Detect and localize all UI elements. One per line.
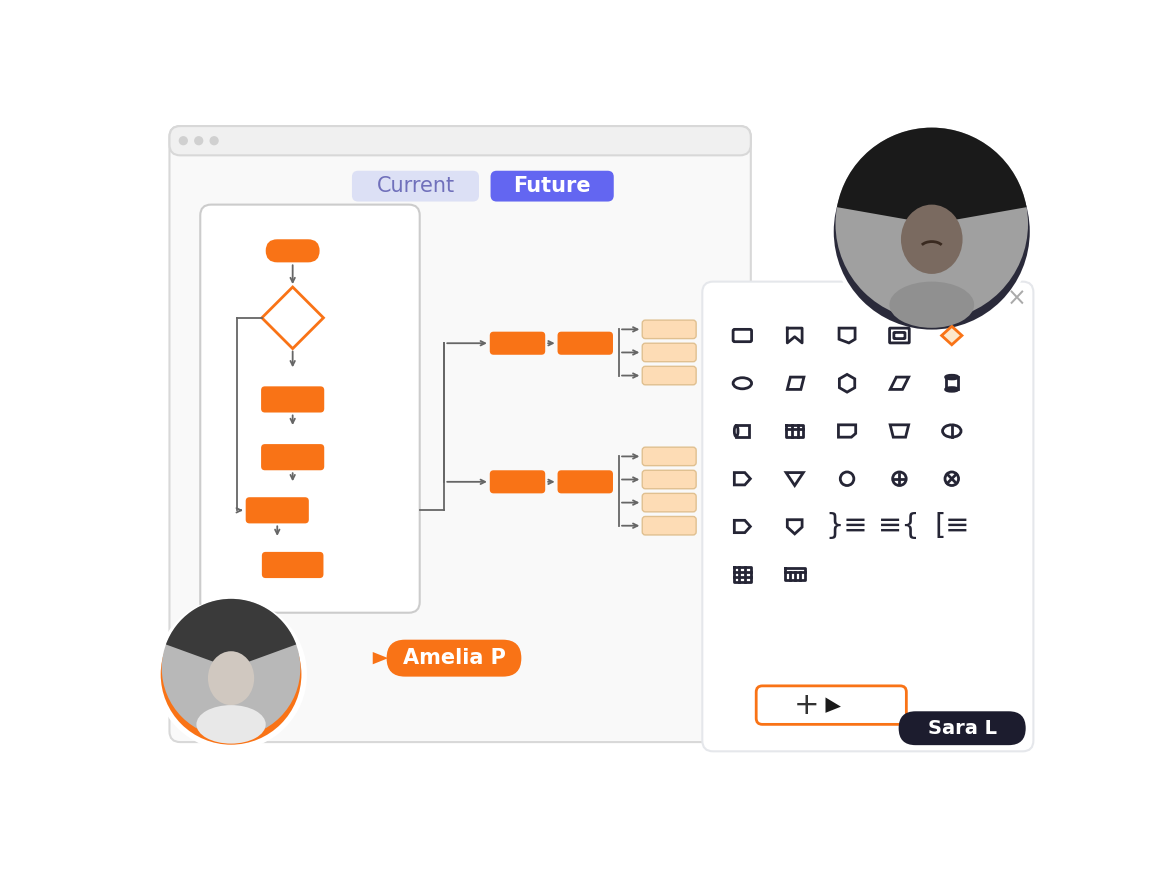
FancyBboxPatch shape xyxy=(558,332,612,354)
Text: }≡: }≡ xyxy=(826,512,869,541)
FancyBboxPatch shape xyxy=(643,517,696,535)
Polygon shape xyxy=(372,652,389,665)
Text: [≡: [≡ xyxy=(934,512,970,541)
Text: Future: Future xyxy=(514,176,590,196)
Text: +: + xyxy=(793,691,819,719)
Text: ≡{: ≡{ xyxy=(878,512,921,541)
FancyBboxPatch shape xyxy=(643,493,696,512)
FancyBboxPatch shape xyxy=(351,171,479,201)
FancyBboxPatch shape xyxy=(201,205,420,612)
Circle shape xyxy=(832,132,1032,332)
FancyBboxPatch shape xyxy=(261,387,325,413)
FancyBboxPatch shape xyxy=(643,470,696,489)
FancyBboxPatch shape xyxy=(558,470,612,493)
Polygon shape xyxy=(262,287,324,348)
FancyBboxPatch shape xyxy=(702,281,1034,752)
Text: Sara L: Sara L xyxy=(928,719,996,738)
Circle shape xyxy=(194,136,203,145)
Circle shape xyxy=(158,601,304,747)
FancyBboxPatch shape xyxy=(386,639,521,677)
FancyBboxPatch shape xyxy=(756,685,906,725)
Circle shape xyxy=(179,136,188,145)
Text: Amelia P: Amelia P xyxy=(403,648,506,668)
FancyBboxPatch shape xyxy=(490,332,545,354)
Wedge shape xyxy=(838,128,1027,224)
Ellipse shape xyxy=(890,281,974,327)
FancyBboxPatch shape xyxy=(169,126,751,155)
Text: ×: × xyxy=(1007,287,1027,311)
FancyBboxPatch shape xyxy=(491,171,614,201)
FancyBboxPatch shape xyxy=(262,552,324,578)
Wedge shape xyxy=(166,599,296,668)
FancyBboxPatch shape xyxy=(261,444,325,470)
FancyBboxPatch shape xyxy=(266,240,320,262)
Polygon shape xyxy=(942,327,962,345)
FancyBboxPatch shape xyxy=(643,343,696,361)
Ellipse shape xyxy=(734,425,738,436)
Circle shape xyxy=(835,128,1028,321)
Polygon shape xyxy=(826,698,841,712)
FancyBboxPatch shape xyxy=(643,447,696,466)
FancyBboxPatch shape xyxy=(643,367,696,385)
Ellipse shape xyxy=(208,652,254,706)
FancyBboxPatch shape xyxy=(246,497,309,523)
FancyBboxPatch shape xyxy=(899,712,1025,746)
FancyBboxPatch shape xyxy=(169,126,751,742)
Text: Current: Current xyxy=(376,176,455,196)
FancyBboxPatch shape xyxy=(490,470,545,493)
Ellipse shape xyxy=(901,205,963,273)
FancyBboxPatch shape xyxy=(643,321,696,339)
Circle shape xyxy=(161,599,300,738)
Ellipse shape xyxy=(196,706,266,744)
Circle shape xyxy=(210,136,219,145)
